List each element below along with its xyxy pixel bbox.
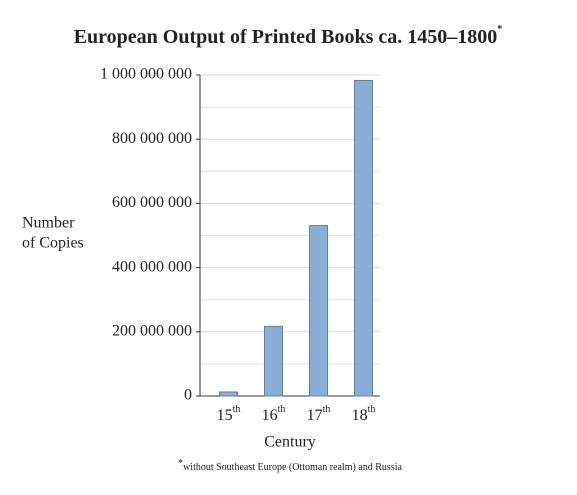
y-tick-label: 0 <box>184 387 192 404</box>
title-mark: * <box>497 24 502 35</box>
y-tick-label: 600 000 000 <box>112 194 192 211</box>
y-axis-label: of Copies <box>22 235 84 252</box>
footnote: *without Southeast Europe (Ottoman realm… <box>178 458 402 473</box>
y-tick-label: 200 000 000 <box>112 322 192 339</box>
bar <box>309 225 328 397</box>
footnote-text: without Southeast Europe (Ottoman realm)… <box>183 462 402 473</box>
chart-title: European Output of Printed Books ca. 145… <box>74 24 503 47</box>
footnote-mark: * <box>178 458 183 469</box>
x-tick-label: 18th <box>352 404 376 423</box>
y-axis-label: Number <box>22 215 75 232</box>
x-tick-label: 17th <box>307 404 331 423</box>
x-tick-label: 16th <box>262 404 286 423</box>
y-tick-label: 800 000 000 <box>112 130 192 147</box>
x-axis-label: Century <box>264 434 316 451</box>
bar <box>264 325 283 397</box>
x-tick-label: 15th <box>217 404 241 423</box>
y-tick-label: 1 000 000 000 <box>100 66 192 83</box>
bar <box>219 391 238 397</box>
title-text: European Output of Printed Books ca. 145… <box>74 26 498 48</box>
bar <box>354 79 373 397</box>
y-tick-label: 400 000 000 <box>112 258 192 275</box>
